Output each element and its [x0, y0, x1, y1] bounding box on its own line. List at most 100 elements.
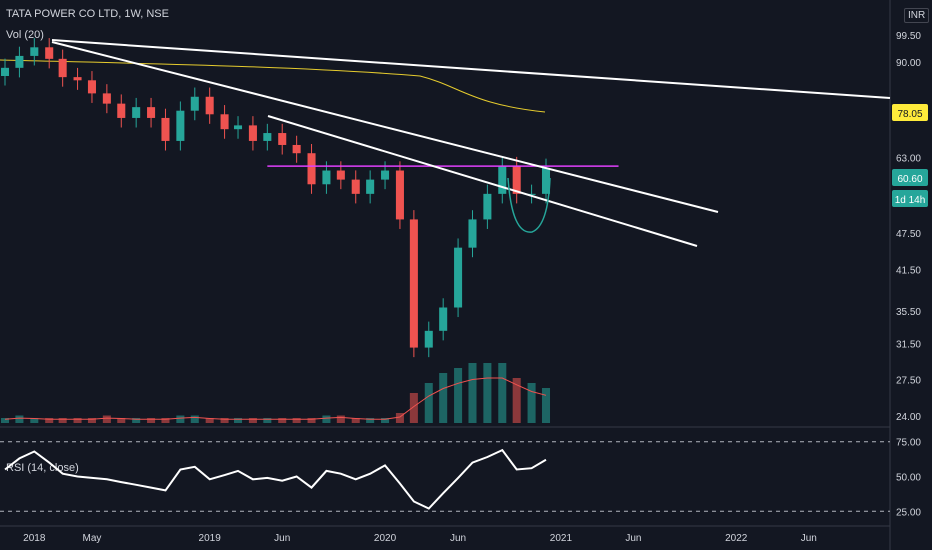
time-axis-tick: 2019 — [199, 533, 222, 544]
candle-body — [483, 193, 492, 220]
volume-bar — [58, 418, 67, 423]
candle-body — [73, 77, 82, 81]
volume-bar — [205, 418, 214, 423]
time-axis-tick: Jun — [625, 533, 641, 544]
candle-body — [468, 219, 477, 248]
volume-bar — [307, 418, 316, 423]
candle-body — [234, 125, 243, 130]
volume-bar — [336, 415, 345, 423]
volume-bar — [147, 418, 156, 423]
volume-bar — [322, 415, 331, 423]
candle-body — [439, 307, 448, 331]
candle-body — [45, 47, 54, 59]
cup-pattern-arc — [507, 177, 551, 233]
candle-body — [292, 144, 301, 154]
candle-body — [248, 125, 257, 141]
candle-body — [336, 170, 345, 180]
price-axis-tick: 35.50 — [896, 307, 921, 318]
candle-body — [176, 110, 185, 141]
candle-body — [381, 170, 390, 180]
volume-bar — [351, 418, 360, 423]
price-axis-tick: 31.50 — [896, 339, 921, 350]
volume-bar — [409, 393, 418, 423]
trendline-upper — [51, 41, 719, 213]
volume-bar — [117, 418, 126, 423]
candle-body — [102, 93, 111, 104]
volume-bar — [234, 418, 243, 423]
candle-body — [87, 80, 96, 94]
currency-badge[interactable]: INR — [904, 8, 930, 23]
volume-bar — [132, 418, 141, 423]
volume-label: Vol (20) — [6, 29, 44, 41]
trendline-long — [51, 39, 891, 99]
candle-body — [263, 133, 272, 141]
volume-bar — [278, 418, 287, 423]
volume-bar — [248, 418, 257, 423]
time-axis-tick: Jun — [274, 533, 290, 544]
volume-bar — [30, 418, 39, 423]
rsi-line — [4, 448, 547, 510]
candle-body — [322, 170, 331, 185]
volume-bar — [161, 418, 170, 423]
candle-body — [395, 170, 404, 220]
candle-body — [541, 167, 551, 194]
volume-bar — [483, 363, 492, 423]
candle-body — [512, 166, 521, 194]
candle-body — [117, 103, 126, 118]
price-label-text: 1d 14h — [895, 195, 926, 206]
volume-bar — [220, 418, 229, 423]
time-axis-tick: 2018 — [23, 533, 46, 544]
time-axis-tick: 2021 — [550, 533, 573, 544]
volume-bar — [102, 415, 111, 423]
candle-body — [498, 166, 507, 194]
volume-bar — [263, 418, 272, 423]
volume-bar — [395, 413, 404, 423]
candle-body — [454, 247, 463, 308]
rsi-axis-tick: 50.00 — [896, 473, 921, 484]
candle-body — [147, 107, 156, 118]
time-axis-tick: Jun — [801, 533, 817, 544]
candle-body — [351, 179, 360, 194]
time-axis-tick: 2022 — [725, 533, 748, 544]
time-axis-tick: May — [83, 533, 102, 544]
candle-body — [220, 114, 229, 130]
rsi-axis-tick: 25.00 — [896, 507, 921, 518]
price-label-text: 78.05 — [897, 109, 922, 120]
candle-body — [527, 193, 536, 195]
candle-body — [161, 117, 170, 141]
volume-bar — [468, 363, 477, 423]
candle-body — [205, 96, 214, 115]
candle-body — [190, 96, 199, 111]
price-axis-tick: 47.50 — [896, 229, 921, 240]
candle-body — [30, 47, 39, 56]
price-label-box — [892, 104, 928, 121]
volume-bar — [512, 378, 521, 423]
volume-bar — [366, 418, 375, 423]
price-axis-tick: 99.50 — [896, 31, 921, 42]
volume-bar — [424, 383, 433, 423]
candle-body — [366, 179, 375, 194]
volume-bar — [190, 415, 199, 423]
price-axis-tick: 24.00 — [896, 412, 921, 423]
volume-bar — [87, 418, 96, 423]
candle-body — [424, 330, 433, 348]
chart-title: TATA POWER CO LTD, 1W, NSE — [6, 8, 169, 20]
price-label-box — [892, 190, 928, 207]
volume-bar — [45, 418, 54, 423]
volume-bar — [0, 418, 10, 423]
rsi-axis-tick: 75.00 — [896, 438, 921, 449]
price-axis-tick: 90.00 — [896, 58, 921, 69]
volume-bar — [454, 368, 463, 423]
price-label-box — [892, 169, 928, 186]
candle-body — [132, 107, 141, 118]
trendline-lower — [267, 115, 698, 247]
volume-bar — [15, 415, 24, 423]
volume-bar — [381, 418, 390, 423]
candle-body — [15, 55, 24, 68]
volume-bar — [439, 373, 448, 423]
time-axis-tick: Jun — [450, 533, 466, 544]
volume-bar — [527, 383, 536, 423]
moving-average-line — [0, 59, 546, 113]
volume-bar — [73, 418, 82, 423]
